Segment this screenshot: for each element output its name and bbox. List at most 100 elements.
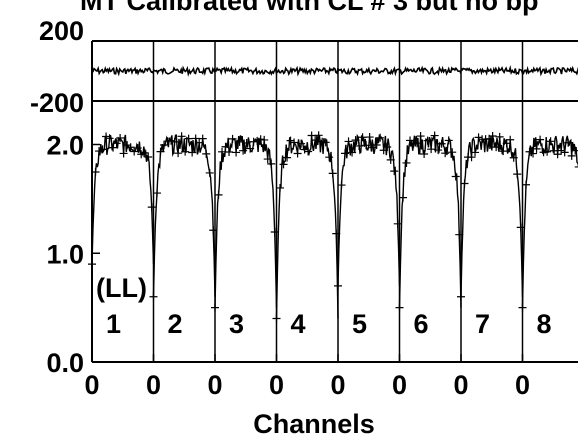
amplitude-point-marker	[184, 134, 193, 143]
amplitude-y-tick-label: 0.0	[46, 348, 84, 378]
amplitude-point-marker	[393, 219, 402, 228]
amplitude-point-marker	[246, 144, 255, 153]
amplitude-series-line	[398, 134, 462, 308]
amplitude-point-marker	[304, 147, 313, 156]
amplitude-point-marker	[276, 183, 285, 192]
amplitude-point-marker	[140, 148, 149, 157]
chart-title: MT Calibrated with CL # 3 but no bp	[80, 0, 539, 16]
amplitude-point-marker	[474, 133, 483, 142]
amplitude-point-marker	[272, 314, 281, 323]
amplitude-point-marker	[297, 139, 306, 148]
amplitude-point-marker	[506, 135, 515, 144]
amplitude-point-marker	[211, 303, 219, 312]
amplitude-point-marker	[522, 180, 531, 189]
amplitude-series-line	[275, 133, 339, 319]
amplitude-point-marker	[293, 149, 302, 158]
amplitude-point-marker	[386, 155, 395, 164]
amplitude-trace	[91, 133, 578, 319]
x-tick-label: 0	[146, 370, 161, 400]
amplitude-point-marker	[181, 147, 190, 156]
amplitude-point-marker	[253, 136, 262, 145]
phase-series-line	[214, 65, 278, 76]
amplitude-point-marker	[355, 141, 364, 150]
amplitude-point-marker	[160, 140, 169, 149]
amplitude-point-marker	[267, 159, 276, 168]
panel-number-8: 8	[537, 309, 552, 339]
amplitude-point-marker	[546, 137, 555, 146]
amplitude-point-marker	[564, 138, 573, 147]
panel-number-2: 2	[168, 309, 183, 339]
amplitude-point-marker	[174, 149, 183, 158]
amplitude-panel-dividers	[152, 101, 524, 362]
amplitude-point-marker	[286, 136, 295, 145]
amplitude-point-marker	[341, 149, 350, 158]
amplitude-y-tick-label: 2.0	[46, 131, 84, 161]
amplitude-point-marker	[283, 153, 292, 162]
panel-number-6: 6	[414, 309, 429, 339]
amplitude-point-marker	[98, 145, 107, 154]
amplitude-y-ticks: 2.0 1.0 0.0	[46, 131, 100, 378]
amplitude-point-marker	[344, 137, 353, 146]
amplitude-point-marker	[337, 181, 346, 190]
amplitude-point-marker	[270, 228, 279, 237]
amplitude-point-marker	[300, 145, 309, 154]
amplitude-point-marker	[471, 148, 480, 157]
x-tick-label: 0	[392, 370, 407, 400]
phase-series-line	[153, 65, 216, 78]
amplitude-point-marker	[441, 149, 450, 158]
amplitude-point-marker	[560, 148, 569, 157]
amplitude-point-marker	[553, 150, 562, 159]
amplitude-point-marker	[328, 169, 337, 178]
x-tick-label: 0	[269, 370, 284, 400]
amplitude-point-marker	[434, 146, 443, 155]
x-tick-label: 0	[330, 370, 345, 400]
x-tick-labels: 0 0 0 0 0 0 0 0	[84, 354, 530, 400]
amplitude-point-marker	[242, 138, 251, 147]
amplitude-point-marker	[195, 138, 204, 147]
amplitude-point-marker	[116, 133, 125, 142]
panel-number-7: 7	[475, 309, 490, 339]
amplitude-point-marker	[191, 134, 200, 143]
amplitude-point-marker	[348, 148, 357, 157]
amplitude-y-tick-label: 1.0	[46, 239, 84, 269]
amplitude-point-marker	[144, 152, 153, 161]
amplitude-point-marker	[451, 172, 460, 181]
amplitude-point-marker	[372, 140, 381, 149]
amplitude-point-marker	[239, 146, 248, 155]
amplitude-point-marker	[430, 131, 439, 140]
x-axis-label: Channels	[253, 409, 375, 439]
amplitude-point-marker	[153, 189, 162, 198]
amplitude-point-marker	[550, 146, 559, 155]
amplitude-point-marker	[416, 132, 425, 141]
panel-number-3: 3	[229, 309, 244, 339]
amplitude-point-marker	[509, 153, 518, 162]
amplitude-point-marker	[390, 167, 399, 176]
amplitude-series-line	[521, 135, 578, 308]
amplitude-point-marker	[536, 135, 545, 144]
amplitude-point-marker	[557, 146, 566, 155]
amplitude-point-marker	[543, 147, 552, 156]
panel-numbers: 1 2 3 4 5 6 7 8	[106, 309, 552, 339]
amplitude-point-marker	[321, 138, 330, 147]
phase-series-line	[337, 66, 401, 77]
amplitude-point-marker	[147, 203, 156, 212]
panel-number-1: 1	[106, 309, 121, 339]
amplitude-point-marker	[188, 148, 197, 157]
amplitude-point-marker	[167, 136, 176, 145]
amplitude-point-marker	[448, 148, 457, 157]
phase-series-line	[276, 65, 339, 77]
amplitude-point-marker	[214, 190, 223, 199]
amplitude-point-marker	[502, 139, 511, 148]
amplitude-point-marker	[218, 147, 227, 156]
amplitude-point-marker	[358, 133, 367, 142]
amplitude-point-marker	[205, 168, 214, 177]
x-tick-label: 0	[207, 370, 222, 400]
amplitude-point-marker	[225, 148, 234, 157]
amplitude-point-marker	[455, 230, 464, 239]
amplitude-point-marker	[516, 223, 525, 232]
panel-number-5: 5	[352, 309, 367, 339]
amplitude-point-marker	[112, 139, 121, 148]
amplitude-point-marker	[263, 155, 272, 164]
amplitude-point-marker	[413, 139, 422, 148]
